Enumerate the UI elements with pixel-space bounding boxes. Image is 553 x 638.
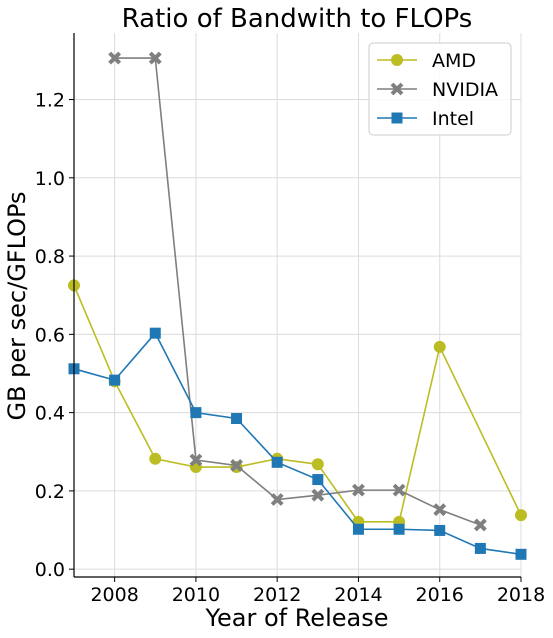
data-point-nvidia — [433, 503, 447, 517]
y-tick-label: 0.0 — [35, 559, 65, 581]
data-point-nvidia — [148, 51, 162, 65]
y-tick-label: 0.4 — [35, 403, 65, 425]
data-point-nvidia — [108, 51, 122, 65]
legend-box — [368, 42, 512, 136]
x-tick-label: 2010 — [172, 584, 220, 606]
data-point-intel — [231, 412, 243, 424]
data-point-intel — [352, 523, 364, 535]
data-point-intel — [190, 407, 202, 419]
data-point-amd — [433, 340, 446, 353]
legend-marker-amd — [391, 54, 403, 66]
y-tick-label: 0.8 — [35, 246, 65, 268]
legend-item-amd: AMD — [377, 50, 476, 72]
x-axis-label: Year of Release — [205, 604, 389, 632]
data-point-amd — [515, 509, 527, 522]
chart-title: Ratio of Bandwith to FLOPs — [122, 4, 473, 34]
y-tick-label: 0.6 — [35, 324, 65, 346]
data-point-amd — [149, 452, 162, 465]
series-nvidia — [108, 51, 487, 532]
data-point-nvidia — [473, 518, 487, 532]
legend-label-intel: Intel — [432, 108, 474, 130]
data-point-intel — [271, 456, 283, 468]
x-tick-label: 2012 — [253, 584, 301, 606]
legend-label-amd: AMD — [432, 50, 476, 72]
data-point-nvidia — [270, 493, 284, 506]
series-amd — [68, 279, 527, 528]
x-tick-label: 2008 — [90, 584, 138, 606]
data-point-intel — [393, 523, 405, 535]
legend-item-nvidia: NVIDIA — [377, 79, 498, 101]
y-tick-label: 0.2 — [35, 481, 65, 503]
data-point-nvidia — [230, 459, 243, 472]
x-tick-label: 2018 — [497, 584, 545, 606]
series-line-amd — [73, 285, 522, 523]
data-point-intel — [515, 548, 527, 560]
data-point-nvidia — [189, 453, 203, 467]
series-line-nvidia — [114, 57, 481, 526]
series-line-intel — [73, 331, 522, 556]
series-intel — [68, 327, 527, 560]
data-point-intel — [312, 474, 324, 486]
x-tick-label: 2014 — [334, 584, 382, 606]
y-tick-label: 1.2 — [35, 90, 65, 112]
data-point-nvidia — [352, 483, 365, 497]
x-tick-label: 2016 — [416, 584, 464, 606]
data-point-amd — [311, 458, 324, 471]
data-point-intel — [474, 542, 486, 554]
legend: AMD NVIDIA Intel — [368, 42, 512, 136]
data-point-intel — [434, 524, 446, 536]
data-point-intel — [149, 327, 161, 339]
data-point-nvidia — [311, 488, 325, 502]
legend-marker-intel — [391, 112, 403, 124]
data-point-intel — [109, 374, 121, 386]
data-point-nvidia — [392, 483, 406, 497]
y-tick-label: 1.0 — [35, 168, 65, 190]
legend-label-nvidia: NVIDIA — [432, 79, 498, 101]
series-layer — [68, 51, 527, 560]
y-axis-label: GB per sec/GFLOPs — [3, 191, 31, 420]
legend-item-intel: Intel — [377, 108, 474, 130]
axes: 2008 2010 2012 2014 2016 2018 0.0 0.2 0.4 0.6 0.8 1… — [35, 33, 545, 606]
legend-marker-nvidia — [390, 82, 404, 96]
